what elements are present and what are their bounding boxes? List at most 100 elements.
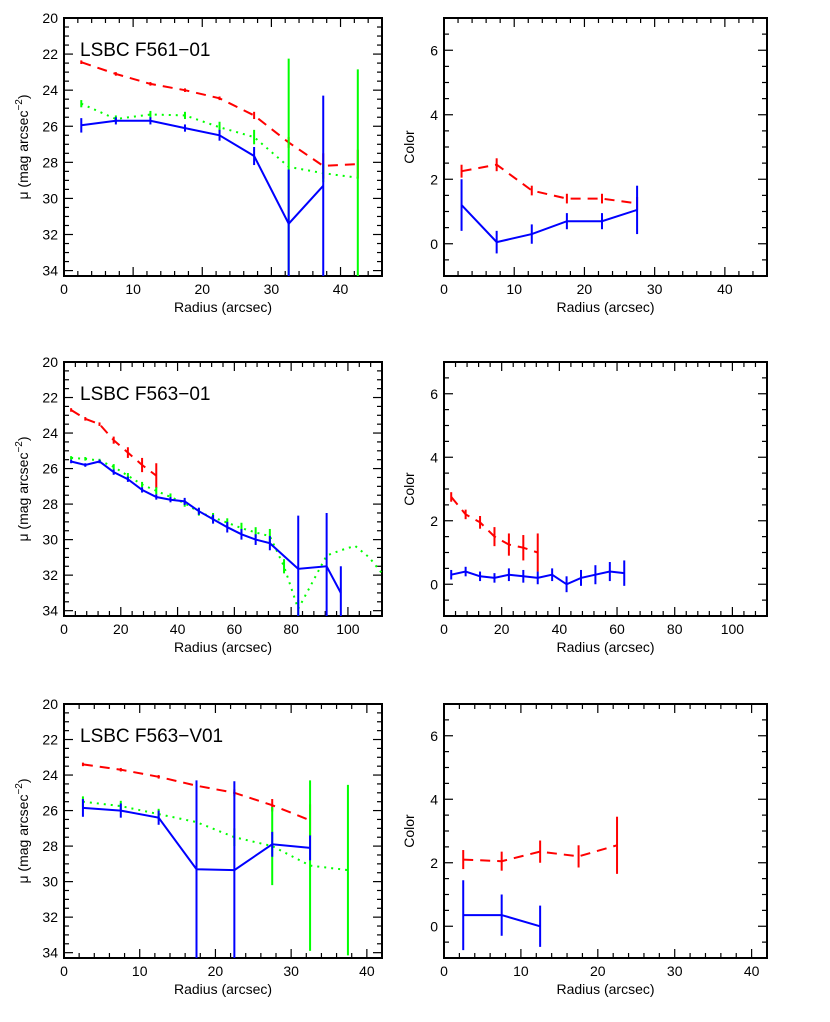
x-tick-label: 40 (552, 621, 568, 637)
series-2 (450, 560, 626, 593)
series-line (461, 163, 638, 205)
series-line (80, 61, 358, 167)
x-tick-label: 0 (60, 621, 68, 637)
y-tick-label: 20 (42, 354, 58, 370)
y-tick-label: 28 (42, 496, 58, 512)
y-tick-label: 22 (42, 732, 58, 748)
series-1 (70, 408, 158, 489)
x-tick-label: 100 (721, 621, 745, 637)
x-tick-label: 80 (667, 621, 683, 637)
y-tick-label: 0 (430, 236, 438, 252)
series-line (70, 460, 342, 594)
x-tick-label: 30 (283, 963, 299, 979)
y-tick-label: 20 (42, 696, 58, 712)
y-tick-label: 32 (42, 567, 58, 583)
x-tick-label: 20 (208, 963, 224, 979)
x-tick-label: 100 (336, 621, 360, 637)
y-axis-label: Color (401, 472, 417, 506)
y-tick-label: 28 (42, 838, 58, 854)
panel-6: 0 10 20 30 40 0 2 4 6 Radius (arcsec) Color (401, 703, 768, 997)
x-axis-label: Radius (arcsec) (556, 639, 654, 655)
series-line (80, 102, 358, 179)
x-tick-label: 0 (440, 621, 448, 637)
y-tick-label: 32 (42, 227, 58, 243)
x-tick-label: 40 (359, 963, 375, 979)
y-tick-label: 32 (42, 909, 58, 925)
panel-1: 0 10 20 30 40 20 22 24 26 28 30 32 34 Radius (arcsec)… (14, 10, 383, 315)
panel-title: LSBC F561−01 (80, 40, 210, 61)
panel-title: LSBC F563−01 (80, 384, 210, 405)
x-axis-label: Radius (arcsec) (174, 299, 272, 315)
x-tick-label: 40 (333, 281, 349, 297)
y-tick-label: 4 (430, 107, 438, 123)
y-axis-label: μ (mag arcsec−2) (14, 94, 31, 199)
x-tick-label: 20 (194, 281, 210, 297)
y-axis-label: μ (mag arcsec−2) (14, 778, 31, 883)
x-tick-label: 10 (132, 963, 148, 979)
x-tick-label: 30 (667, 963, 683, 979)
y-axis-label: Color (401, 814, 417, 848)
x-axis-label: Radius (arcsec) (174, 981, 272, 997)
series-3 (70, 459, 342, 616)
x-axis-label: Radius (arcsec) (556, 299, 654, 315)
y-tick-label: 30 (42, 874, 58, 890)
x-tick-label: 0 (60, 963, 68, 979)
x-tick-label: 20 (494, 621, 510, 637)
series-line (460, 204, 638, 244)
y-tick-label: 34 (42, 945, 58, 961)
series-3 (80, 95, 325, 276)
series-2 (462, 880, 542, 951)
y-tick-label: 6 (430, 42, 438, 58)
y-tick-label: 24 (42, 767, 58, 783)
series-2 (80, 58, 359, 276)
y-tick-label: 6 (430, 386, 438, 402)
x-tick-label: 0 (440, 963, 448, 979)
x-tick-label: 40 (717, 281, 733, 297)
y-tick-label: 34 (42, 603, 58, 619)
series-line (463, 844, 618, 863)
y-tick-label: 26 (42, 118, 58, 134)
series-line (81, 119, 324, 226)
series-3 (81, 780, 312, 958)
x-tick-label: 60 (227, 621, 243, 637)
y-tick-label: 2 (430, 855, 438, 871)
x-tick-label: 60 (609, 621, 625, 637)
x-tick-label: 0 (60, 281, 68, 297)
x-tick-label: 40 (170, 621, 186, 637)
y-tick-label: 28 (42, 154, 58, 170)
y-tick-label: 30 (42, 190, 58, 206)
y-tick-label: 26 (42, 461, 58, 477)
y-tick-label: 2 (430, 171, 438, 187)
x-tick-label: 10 (506, 281, 522, 297)
x-tick-label: 10 (513, 963, 529, 979)
y-tick-label: 20 (42, 10, 58, 26)
x-tick-label: 40 (744, 963, 760, 979)
series-line (71, 456, 382, 612)
y-axis-label: Color (401, 130, 417, 164)
y-tick-label: 0 (430, 918, 438, 934)
x-tick-label: 0 (440, 281, 448, 297)
plot-frame (443, 703, 768, 959)
panel-title: LSBC F563−V01 (80, 726, 223, 747)
x-tick-label: 10 (125, 281, 141, 297)
panel-2: 0 10 20 30 40 0 2 4 6 Radius (arcsec) Color (401, 17, 768, 315)
y-tick-label: 4 (430, 791, 438, 807)
y-tick-label: 24 (42, 425, 58, 441)
x-tick-label: 20 (113, 621, 129, 637)
series-1 (462, 816, 619, 874)
series-2 (81, 780, 349, 956)
series-1 (460, 158, 639, 210)
plot-frame (63, 703, 383, 959)
panel-4: 0 20 40 60 80 100 0 2 4 6 Radius (arcsec) Color (401, 361, 768, 655)
x-axis-label: Radius (arcsec) (556, 981, 654, 997)
y-tick-label: 34 (42, 263, 58, 279)
x-tick-label: 30 (647, 281, 663, 297)
y-tick-label: 6 (430, 728, 438, 744)
y-tick-label: 26 (42, 803, 58, 819)
x-axis-label: Radius (arcsec) (174, 639, 272, 655)
plot-frame (63, 17, 383, 277)
y-tick-label: 22 (42, 390, 58, 406)
series-1 (450, 492, 539, 572)
x-tick-label: 30 (264, 281, 280, 297)
series-2 (460, 179, 639, 254)
